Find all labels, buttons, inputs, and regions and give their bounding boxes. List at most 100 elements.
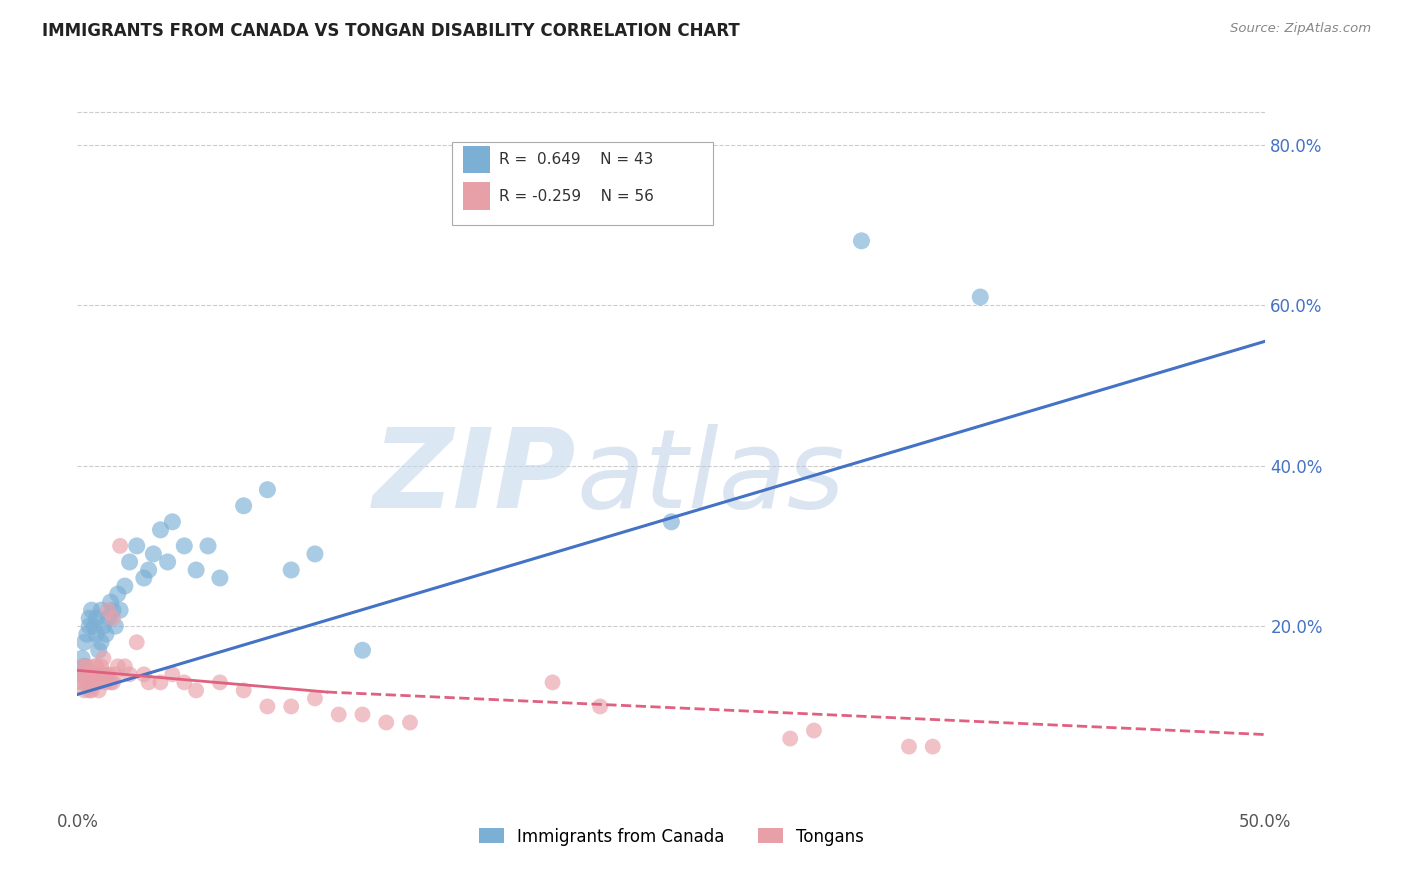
Point (661, 515, 683, 529)
Point (969, 290, 991, 304)
Point (86, 627, 108, 641)
Point (162, 667, 184, 681)
Point (86, 659, 108, 673)
Point (589, 699, 612, 714)
Point (70, 651, 93, 665)
Point (93, 651, 115, 665)
Point (100, 675, 122, 690)
Point (118, 555, 141, 569)
Point (118, 667, 141, 681)
Point (104, 619, 127, 633)
Point (173, 539, 195, 553)
Point (77, 611, 100, 625)
Point (94, 627, 117, 641)
Point (73, 635, 96, 649)
Text: Source: ZipAtlas.com: Source: ZipAtlas.com (1230, 22, 1371, 36)
Point (107, 587, 129, 601)
Point (352, 643, 374, 657)
Point (90, 635, 112, 649)
Point (114, 579, 136, 593)
Point (280, 699, 302, 714)
Point (86, 667, 108, 681)
Point (97, 611, 120, 625)
Text: atlas: atlas (576, 425, 845, 531)
Point (208, 675, 231, 690)
Point (80, 603, 103, 617)
Point (101, 611, 124, 625)
Point (399, 715, 422, 730)
Point (304, 547, 326, 561)
Text: R = -0.259    N = 56: R = -0.259 N = 56 (499, 188, 654, 203)
Point (186, 683, 208, 698)
Point (114, 659, 136, 673)
Point (149, 523, 172, 537)
FancyBboxPatch shape (451, 142, 713, 225)
Point (90, 603, 112, 617)
Point (173, 675, 195, 690)
Point (69, 667, 91, 681)
Point (197, 539, 219, 553)
Point (94, 667, 117, 681)
Point (280, 563, 302, 577)
Point (304, 691, 326, 706)
Point (898, 739, 921, 754)
Point (208, 571, 231, 585)
Point (328, 707, 350, 722)
Point (83, 619, 105, 633)
Point (101, 603, 124, 617)
Point (142, 547, 165, 561)
Point (77, 667, 100, 681)
Point (101, 675, 124, 690)
Point (87, 675, 110, 690)
FancyBboxPatch shape (464, 145, 489, 173)
Point (69, 667, 91, 681)
Point (149, 675, 172, 690)
Point (76, 627, 98, 641)
Legend: Immigrants from Canada, Tongans: Immigrants from Canada, Tongans (472, 821, 870, 852)
Point (86, 611, 108, 625)
Point (83, 675, 105, 690)
Point (77, 619, 100, 633)
Point (125, 539, 148, 553)
Point (803, 723, 825, 738)
Point (70, 675, 93, 690)
Point (108, 603, 131, 617)
Point (352, 707, 374, 722)
Point (375, 715, 398, 730)
Point (93, 619, 115, 633)
Point (256, 699, 278, 714)
Point (94, 675, 117, 690)
Point (70, 659, 93, 673)
Point (80, 683, 103, 698)
Point (93, 667, 115, 681)
Point (125, 635, 148, 649)
Point (104, 667, 127, 681)
Point (107, 659, 129, 673)
Point (100, 595, 122, 609)
Point (69, 675, 91, 690)
Point (73, 659, 96, 673)
Point (87, 643, 110, 657)
Point (186, 563, 208, 577)
Point (541, 675, 564, 690)
FancyBboxPatch shape (464, 182, 489, 210)
Text: R =  0.649    N = 43: R = 0.649 N = 43 (499, 152, 654, 167)
Point (108, 539, 131, 553)
Point (232, 683, 254, 698)
Point (156, 555, 179, 569)
Point (90, 659, 112, 673)
Point (80, 675, 103, 690)
Point (138, 675, 160, 690)
Point (73, 683, 96, 698)
Point (256, 483, 278, 497)
Point (76, 659, 98, 673)
Point (97, 603, 120, 617)
Text: ZIP: ZIP (373, 425, 576, 531)
Point (77, 683, 100, 698)
Point (779, 731, 801, 746)
Point (232, 499, 254, 513)
Point (132, 571, 155, 585)
Point (97, 667, 120, 681)
Point (83, 659, 105, 673)
Point (921, 739, 943, 754)
